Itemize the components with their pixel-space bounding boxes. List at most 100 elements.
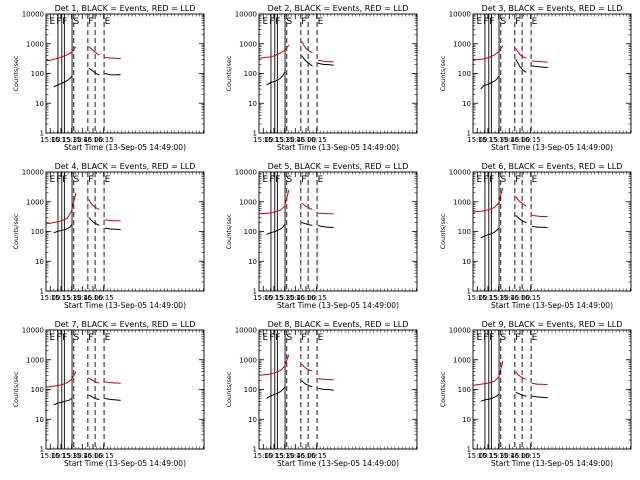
- interval-marker-label: F: [269, 17, 274, 27]
- events-series-line: [301, 222, 313, 226]
- chart-panel-det-4: Det 4, BLACK = Events, RED = LLD 1 10 100 10…: [12, 162, 205, 310]
- lld-series-line: [259, 354, 290, 376]
- interval-marker-label: E: [318, 17, 324, 27]
- y-tick-label: 100: [458, 228, 471, 236]
- interval-marker-label: E: [263, 175, 269, 185]
- interval-marker-label: F: [483, 17, 488, 27]
- x-tick-label: 16:15: [94, 136, 114, 144]
- interval-marker-label: F: [269, 333, 274, 343]
- x-tick-label: 15:15: [51, 294, 71, 302]
- interval-marker-label: S: [73, 333, 79, 343]
- interval-marker-label: F: [269, 175, 274, 185]
- plot-frame: [258, 171, 418, 292]
- y-axis-title: Counts/sec: [12, 55, 20, 91]
- y-tick-label: 100: [31, 228, 44, 236]
- lld-series-line: [46, 192, 77, 225]
- y-tick-label: 10000: [235, 327, 257, 335]
- interval-marker-label: F: [56, 333, 61, 343]
- x-axis-title: Start Time (13-Sep-05 14:49:00): [277, 301, 399, 310]
- y-tick-label: 1000: [453, 356, 471, 364]
- events-series-line: [480, 393, 499, 402]
- interval-marker-label: F: [56, 17, 61, 27]
- interval-marker-label: F: [275, 175, 280, 185]
- interval-marker-label: F: [275, 333, 280, 343]
- x-tick-label: 15:15: [478, 294, 498, 302]
- chart-panel-det-5: Det 5, BLACK = Events, RED = LLD 1 10 100 10…: [225, 162, 418, 310]
- interval-marker-label: E: [318, 333, 324, 343]
- events-series-line: [317, 224, 334, 229]
- events-series-line: [515, 59, 527, 73]
- y-tick-label: 100: [244, 386, 257, 394]
- panel-title: Det 1, BLACK = Events, RED = LLD: [55, 4, 196, 13]
- x-tick-label: 15:15: [478, 452, 498, 460]
- x-tick-label: 16:00: [83, 136, 103, 144]
- x-tick-label: 15:30: [62, 294, 82, 302]
- lld-series-line: [531, 60, 548, 63]
- x-axis-title: Start Time (13-Sep-05 14:49:00): [64, 143, 186, 152]
- chart-panel-det-3: Det 3, BLACK = Events, RED = LLD 1 10 100 10…: [439, 4, 632, 152]
- x-tick-label: 16:15: [94, 294, 114, 302]
- x-axis-title: Start Time (13-Sep-05 14:49:00): [491, 143, 613, 152]
- y-tick-label: 100: [31, 70, 44, 78]
- interval-marker-label: F: [483, 333, 488, 343]
- lld-series-line: [259, 189, 290, 215]
- y-tick-label: 10000: [235, 169, 257, 177]
- interval-marker-label: E: [477, 333, 483, 343]
- x-tick-label: 16:00: [296, 136, 316, 144]
- x-tick-label: 15:00: [40, 136, 60, 144]
- events-series-line: [480, 227, 499, 239]
- lld-series-line: [259, 44, 290, 59]
- lld-series-line: [515, 48, 527, 59]
- interval-marker-label: E: [318, 175, 324, 185]
- events-series-line: [317, 387, 334, 391]
- x-tick-label: 15:45: [72, 452, 92, 460]
- y-axis-title: Counts/sec: [439, 213, 447, 249]
- y-tick-label: 10: [248, 100, 257, 108]
- x-tick-label: 15:45: [285, 452, 305, 460]
- lld-series-line: [317, 212, 334, 215]
- lld-series-line: [301, 364, 313, 372]
- y-tick-label: 10: [35, 416, 44, 424]
- chart-panel-det-1: Det 1, BLACK = Events, RED = LLD 1 10 100 10…: [12, 4, 205, 152]
- chart-panel-det-2: Det 2, BLACK = Events, RED = LLD 1 10 100 10…: [225, 4, 418, 152]
- y-axis-title: Counts/sec: [225, 55, 233, 91]
- y-axis-title: Counts/sec: [439, 371, 447, 407]
- events-series-line: [88, 216, 100, 226]
- events-series-line: [53, 76, 72, 88]
- y-tick-label: 10000: [22, 327, 44, 335]
- lld-series-line: [473, 360, 504, 386]
- y-tick-label: 10: [462, 100, 471, 108]
- y-axis-title: Counts/sec: [12, 213, 20, 249]
- x-tick-label: 15:30: [275, 452, 295, 460]
- interval-marker-label: E: [263, 333, 269, 343]
- panel-grid: Det 1, BLACK = Events, RED = LLD 1 10 100 10…: [12, 4, 632, 468]
- interval-marker-label: E: [50, 17, 56, 27]
- interval-marker-label: F: [62, 175, 67, 185]
- y-tick-label: 10: [35, 100, 44, 108]
- x-tick-label: 16:15: [307, 294, 327, 302]
- events-series-line: [104, 227, 121, 231]
- interval-marker-label: E: [477, 17, 483, 27]
- interval-marker-label: F: [88, 333, 93, 343]
- x-axis-title: Start Time (13-Sep-05 14:49:00): [491, 459, 613, 468]
- x-tick-label: 16:00: [83, 452, 103, 460]
- y-tick-label: 10: [248, 416, 257, 424]
- y-tick-label: 1000: [239, 356, 257, 364]
- events-series-line: [88, 394, 100, 401]
- events-series-line: [266, 224, 286, 235]
- plot-frame: [45, 329, 205, 450]
- y-tick-label: 10000: [449, 169, 471, 177]
- y-tick-label: 1000: [239, 40, 257, 48]
- interval-marker-label: S: [286, 333, 292, 343]
- plot-frame: [472, 13, 632, 134]
- x-axis-title: Start Time (13-Sep-05 14:49:00): [64, 301, 186, 310]
- lld-series-line: [301, 41, 313, 54]
- events-series-line: [53, 224, 73, 234]
- events-series-line: [531, 395, 548, 399]
